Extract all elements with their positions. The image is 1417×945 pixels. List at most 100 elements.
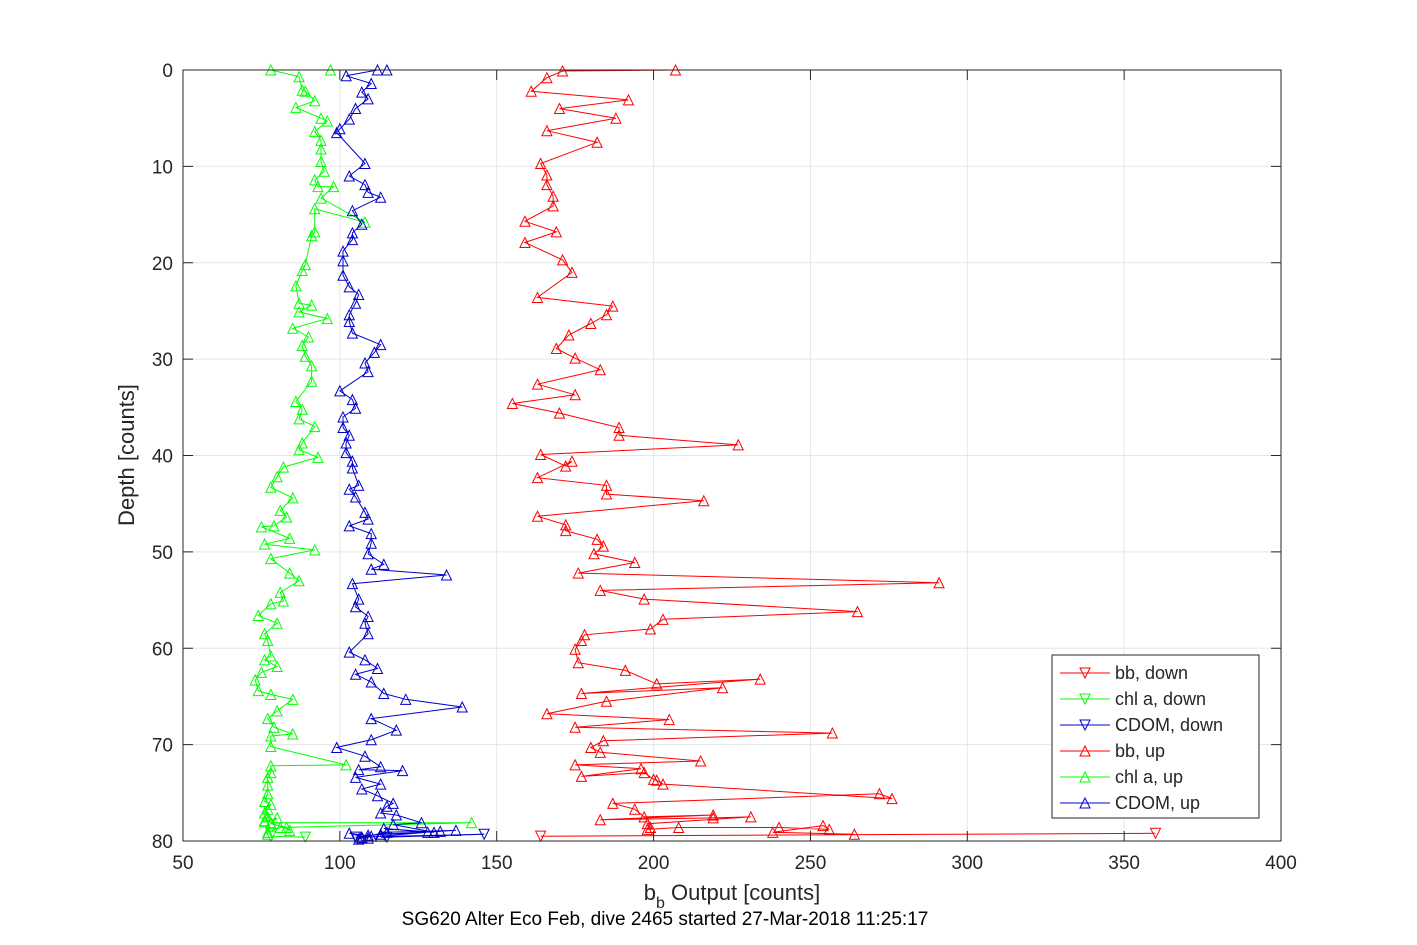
data-point-marker xyxy=(349,668,362,680)
data-point-marker xyxy=(1149,827,1162,840)
data-point-marker xyxy=(600,479,613,491)
data-point-marker xyxy=(277,594,290,607)
series-line xyxy=(540,832,1156,837)
data-point-marker xyxy=(356,218,368,230)
data-point-marker xyxy=(657,778,669,790)
x-tick-label: 150 xyxy=(481,853,513,874)
data-point-marker xyxy=(381,800,393,812)
data-point-marker xyxy=(346,577,359,590)
series-bb-down xyxy=(534,827,1162,843)
y-tick-label: 10 xyxy=(152,157,173,178)
data-point-marker xyxy=(716,681,729,694)
data-point-marker xyxy=(277,460,290,473)
axis-ticks: 50 100 150 200 250 300 350 400 0 10 20 30 40 50 60 70 80 xyxy=(152,61,1297,874)
data-point-marker xyxy=(594,584,607,596)
legend-label: CDOM, down xyxy=(1115,715,1223,735)
data-point-marker xyxy=(340,446,352,459)
data-point-marker xyxy=(531,510,544,522)
data-point-marker xyxy=(575,634,588,647)
data-point-marker xyxy=(559,518,572,531)
data-point-marker xyxy=(330,126,343,139)
data-point-marker xyxy=(647,773,660,785)
y-tick-label: 80 xyxy=(152,832,173,853)
data-point-marker xyxy=(346,326,359,339)
data-point-marker xyxy=(628,556,641,568)
data-point-marker xyxy=(600,308,613,321)
data-point-marker xyxy=(268,519,280,532)
y-tick-label: 20 xyxy=(152,254,173,275)
data-point-marker xyxy=(362,829,374,841)
data-point-marker xyxy=(638,810,650,823)
series-line xyxy=(355,833,485,838)
data-point-marker xyxy=(349,102,362,115)
data-point-marker xyxy=(569,352,581,364)
x-tick-label: 300 xyxy=(951,853,983,874)
data-point-marker xyxy=(308,94,321,107)
data-point-marker xyxy=(337,421,349,434)
data-point-marker xyxy=(265,481,277,493)
data-point-marker xyxy=(377,558,390,570)
data-point-marker xyxy=(312,451,324,463)
data-point-marker xyxy=(283,824,296,836)
data-point-marker xyxy=(346,393,359,406)
data-point-marker xyxy=(613,421,625,434)
chart-title: SG620 Alter Eco Feb, dive 2465 started 2… xyxy=(402,909,929,930)
data-point-marker xyxy=(343,519,356,532)
data-point-marker xyxy=(450,824,462,836)
data-point-marker xyxy=(293,412,305,425)
legend-item: chl a, down xyxy=(1060,689,1206,709)
data-point-marker xyxy=(343,113,356,125)
data-point-marker xyxy=(374,806,387,819)
data-point-marker xyxy=(421,826,434,838)
data-point-marker xyxy=(563,328,575,341)
data-point-marker xyxy=(330,741,343,754)
data-point-marker xyxy=(312,180,324,193)
data-point-marker xyxy=(346,226,359,239)
data-point-marker xyxy=(575,770,588,782)
x-tick-label: 400 xyxy=(1265,853,1297,874)
data-point-marker xyxy=(531,471,544,484)
data-point-marker xyxy=(255,520,268,533)
data-point-marker xyxy=(352,592,365,605)
data-point-marker xyxy=(823,823,836,835)
legend-box xyxy=(1051,654,1260,819)
data-point-marker xyxy=(628,803,641,815)
data-point-marker xyxy=(337,269,349,281)
data-point-marker xyxy=(732,438,745,451)
data-point-marker xyxy=(352,832,365,845)
x-tick-label: 200 xyxy=(638,853,670,874)
data-point-marker xyxy=(315,142,327,155)
data-point-marker xyxy=(286,322,299,334)
data-point-marker xyxy=(365,77,378,89)
data-point-marker xyxy=(349,490,362,503)
data-point-marker xyxy=(594,363,607,376)
data-point-marker xyxy=(299,85,312,97)
legend-marker xyxy=(1079,719,1091,732)
x-tick-label: 350 xyxy=(1108,853,1140,874)
data-point-marker xyxy=(550,342,563,355)
data-point-marker xyxy=(556,253,569,266)
data-point-marker xyxy=(606,300,619,312)
series-line xyxy=(334,69,463,840)
data-point-marker xyxy=(305,359,318,372)
data-point-marker xyxy=(349,771,362,783)
legend-label: bb, up xyxy=(1115,741,1165,761)
data-point-marker xyxy=(274,586,287,598)
data-point-marker xyxy=(343,645,356,658)
data-point-marker xyxy=(346,455,359,467)
data-point-marker xyxy=(265,552,277,565)
data-point-marker xyxy=(553,102,566,115)
data-point-marker xyxy=(315,134,327,146)
data-point-marker xyxy=(644,821,657,834)
data-point-marker xyxy=(390,724,403,736)
data-point-marker xyxy=(600,695,613,707)
data-point-marker xyxy=(258,795,271,807)
series-line xyxy=(270,835,306,838)
data-point-marker xyxy=(619,664,632,676)
data-point-marker xyxy=(374,338,387,351)
data-point-marker xyxy=(569,643,581,655)
legend-marker xyxy=(1079,744,1091,757)
data-point-marker xyxy=(299,831,312,844)
data-point-marker xyxy=(371,789,384,802)
